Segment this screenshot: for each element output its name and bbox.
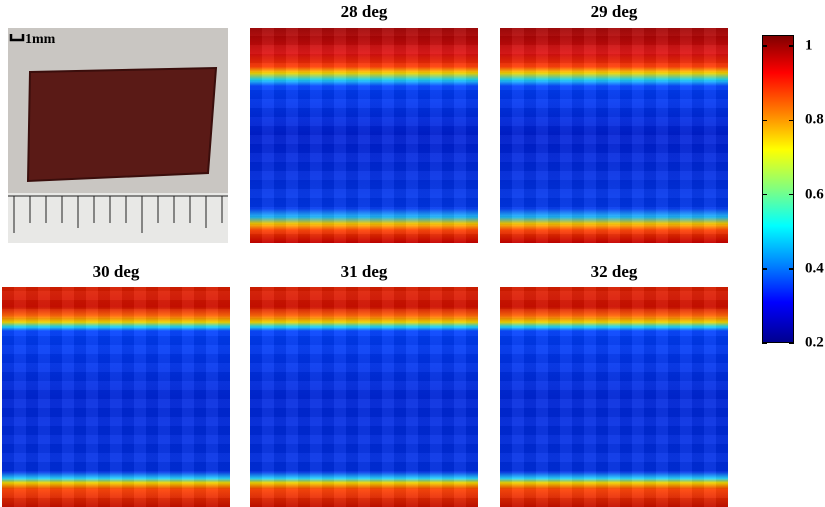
colorbar-tick-label: 1 bbox=[805, 37, 813, 54]
colorbar-tick-label: 0.6 bbox=[805, 186, 824, 203]
heatmap bbox=[500, 28, 728, 243]
colorbar-tick bbox=[762, 342, 767, 344]
panel-title: 30 deg bbox=[92, 262, 140, 281]
colorbar-tick-label: 0.2 bbox=[805, 334, 824, 351]
colorbar-tick bbox=[762, 268, 767, 270]
colorbar-tick bbox=[762, 119, 767, 122]
heatmap bbox=[250, 287, 478, 507]
heatmap bbox=[250, 28, 478, 243]
panel-title: 28 deg bbox=[340, 2, 388, 21]
panel-title: 29 deg bbox=[590, 2, 638, 21]
colorbar-tick bbox=[789, 45, 794, 47]
colorbar-tick bbox=[789, 119, 794, 122]
panel-title: 32 deg bbox=[590, 262, 638, 281]
sample-photo: 1mm bbox=[8, 28, 228, 243]
colorbar-tick bbox=[789, 342, 794, 344]
heatmap bbox=[2, 287, 230, 507]
colorbar-tick bbox=[789, 193, 794, 196]
colorbar-tick bbox=[762, 193, 767, 196]
colorbar bbox=[762, 35, 794, 343]
heatmap bbox=[500, 287, 728, 507]
panel-title: 31 deg bbox=[340, 262, 388, 281]
colorbar-tick bbox=[762, 45, 767, 47]
scale-label: 1mm bbox=[25, 32, 56, 47]
colorbar-tick-label: 0.4 bbox=[805, 260, 824, 277]
colorbar-tick-label: 0.8 bbox=[805, 111, 824, 128]
colorbar-tick bbox=[789, 268, 794, 270]
